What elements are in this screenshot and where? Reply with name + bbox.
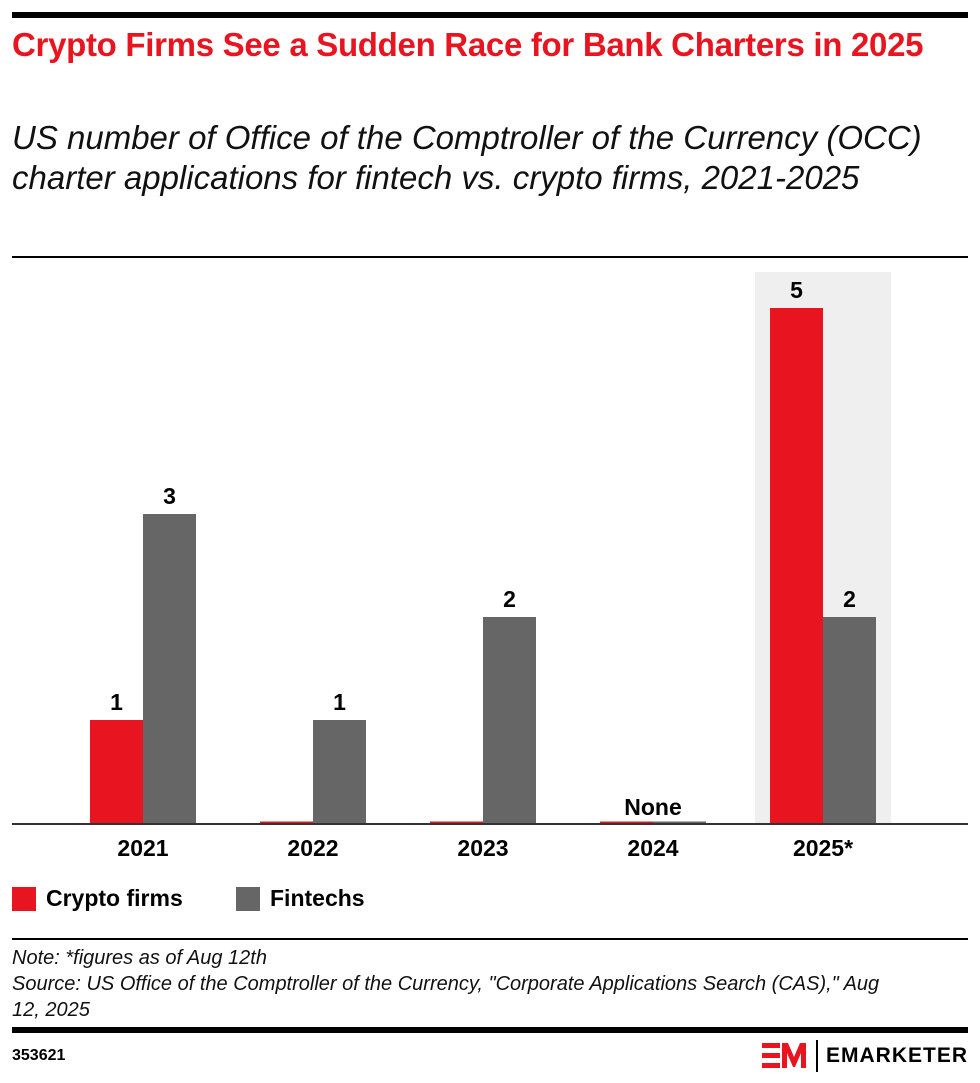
legend-swatch-crypto [12, 886, 36, 911]
data-label: 2 [843, 586, 856, 612]
bar-crypto-firms-2021 [90, 720, 143, 823]
source-text: Source: US Office of the Comptroller of … [12, 973, 880, 1021]
bar-fintechs-2025 [823, 617, 876, 823]
legend-swatch-fintechs [236, 886, 260, 911]
bar-crypto-firms-2025 [770, 308, 823, 823]
legend-label-crypto: Crypto firms [46, 885, 183, 911]
x-tick-label: 2021 [117, 835, 168, 861]
data-label: 2 [503, 586, 516, 612]
annotation-none: None [624, 794, 682, 820]
bar-crypto-firms-2024 [600, 821, 653, 823]
bar-chart: 1 3 2021 1 2022 2 2023 2024 5 2 2025* None [12, 272, 968, 861]
notes-rule [12, 938, 968, 940]
bar-fintechs-2024 [653, 821, 706, 823]
em-logo-icon [761, 1043, 806, 1068]
data-label: 1 [333, 689, 346, 715]
chart-subtitle: US number of Office of the Comptroller o… [12, 119, 922, 196]
chart-title: Crypto Firms See a Sudden Race for Bank … [12, 26, 924, 63]
chart-id: 353621 [12, 1047, 66, 1064]
bar-crypto-firms-2022 [260, 821, 313, 823]
top-rule [12, 12, 968, 18]
header-rule [12, 256, 968, 258]
legend-item-crypto: Crypto firms [12, 885, 183, 912]
emarketer-logo: EMARKETER [761, 1040, 968, 1072]
x-tick-label: 2022 [287, 835, 338, 861]
bar-fintechs-2021 [143, 514, 196, 823]
brand-name: EMARKETER [825, 1044, 968, 1067]
x-tick-label: 2023 [457, 835, 508, 861]
note-text: Note: *figures as of Aug 12th [12, 947, 267, 969]
x-tick-label: 2025* [793, 835, 853, 861]
data-label: 1 [110, 689, 123, 715]
legend-label-fintechs: Fintechs [270, 885, 365, 911]
data-label: 3 [163, 483, 176, 509]
bar-crypto-firms-2023 [430, 821, 483, 823]
data-label: 5 [790, 277, 803, 303]
footer-rule [12, 1027, 968, 1033]
logo-divider [815, 1040, 818, 1072]
bar-fintechs-2022 [313, 720, 366, 823]
x-tick-label: 2024 [627, 835, 678, 861]
legend-item-fintechs: Fintechs [236, 885, 365, 912]
notes: Note: *figures as of Aug 12th Source: US… [12, 945, 912, 1023]
bar-fintechs-2023 [483, 617, 536, 823]
